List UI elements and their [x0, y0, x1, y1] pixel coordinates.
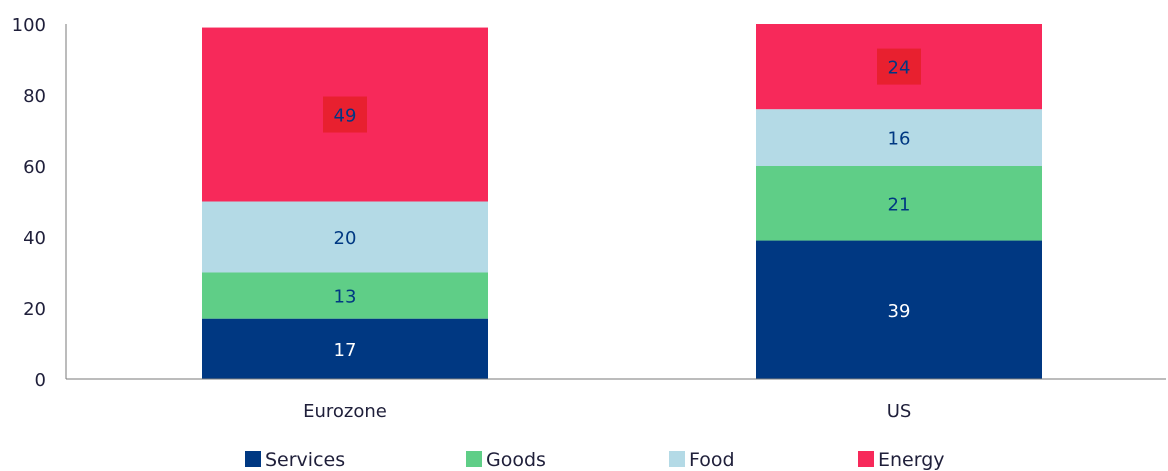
x-tick-label-eurozone: Eurozone: [303, 401, 387, 422]
x-tick-label-us: US: [887, 401, 912, 422]
data-label-services-eurozone: 17: [334, 340, 357, 361]
legend-swatch-food: [669, 451, 685, 467]
y-axis-ticks: 0 20 40 60 80 100: [12, 15, 46, 391]
x-axis-ticks: Eurozone US: [303, 401, 911, 422]
y-tick-label: 20: [23, 299, 46, 320]
data-label-energy-eurozone: 49: [334, 106, 357, 127]
bar-food-eurozone: [202, 201, 488, 273]
y-tick-label: 60: [23, 157, 46, 178]
legend-swatch-energy: [858, 451, 874, 467]
data-label-goods-eurozone: 13: [334, 287, 357, 308]
y-tick-label: 80: [23, 86, 46, 107]
bar-goods-eurozone: [202, 272, 488, 319]
y-tick-label: 40: [23, 228, 46, 249]
legend-label-services: Services: [265, 449, 345, 471]
data-label-food-eurozone: 20: [334, 228, 357, 249]
y-tick-label: 0: [35, 370, 46, 391]
legend-label-food: Food: [689, 449, 735, 471]
legend: Services Goods Food Energy: [245, 449, 945, 471]
legend-swatch-services: [245, 451, 261, 467]
y-tick-label: 100: [12, 15, 46, 36]
data-label-energy-us: 24: [888, 58, 911, 79]
data-label-food-us: 16: [888, 129, 911, 150]
legend-swatch-goods: [466, 451, 482, 467]
bars-layer: [202, 24, 1042, 379]
data-labels-layer: 17 13 20 49 39 21 16 24: [323, 48, 921, 361]
label-highlight-eurozone: [323, 96, 367, 133]
data-label-services-us: 39: [888, 301, 911, 322]
legend-label-goods: Goods: [486, 449, 546, 471]
label-highlight-us: [877, 48, 921, 85]
bar-services-eurozone: [202, 318, 488, 379]
bar-services-us: [756, 240, 1042, 379]
bar-food-us: [756, 109, 1042, 166]
legend-label-energy: Energy: [878, 449, 945, 471]
bar-goods-us: [756, 166, 1042, 241]
data-label-goods-us: 21: [888, 194, 911, 215]
